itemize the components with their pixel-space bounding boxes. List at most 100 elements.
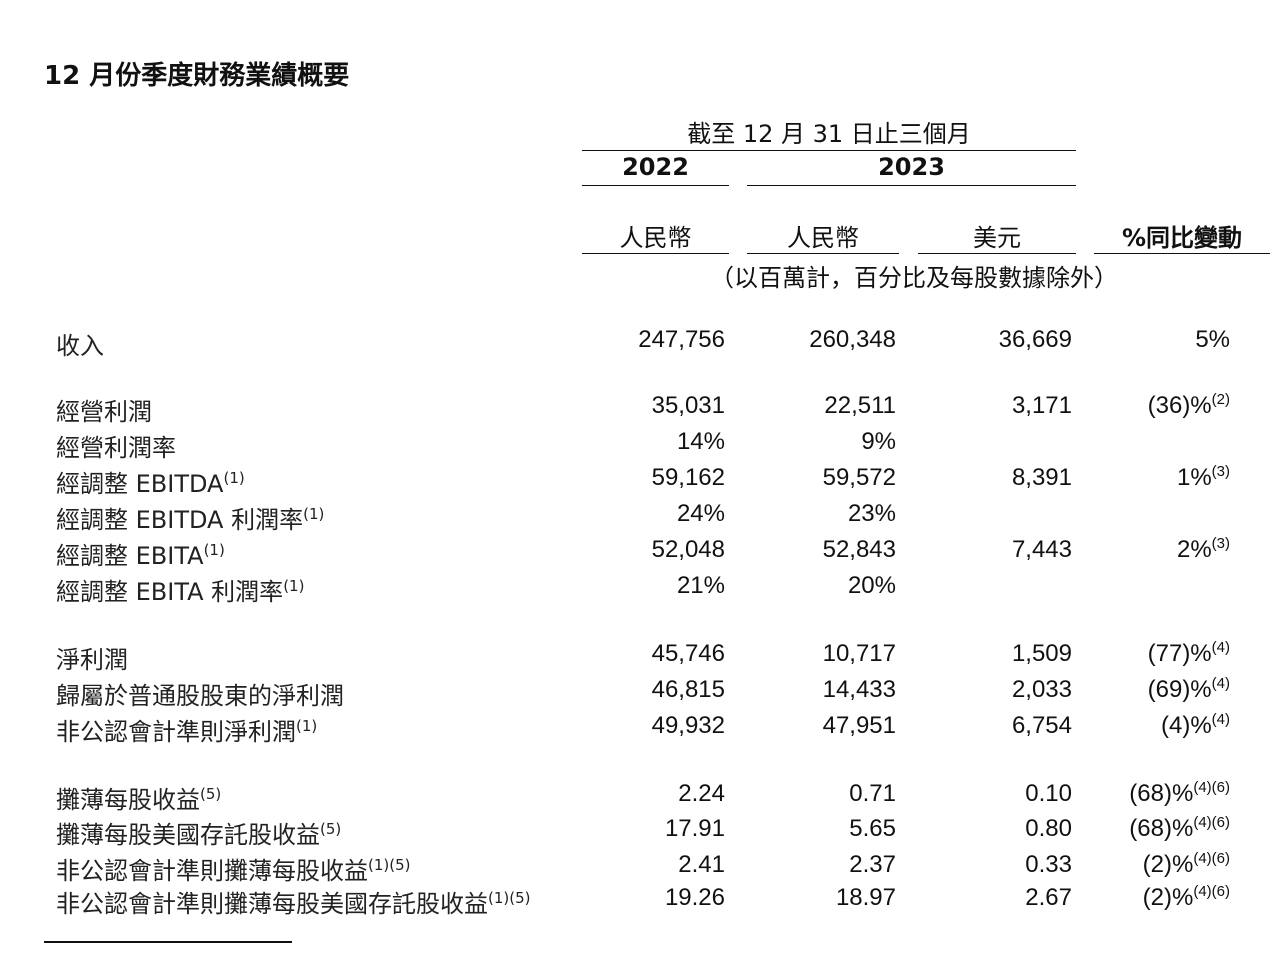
value-2023-rmb: 14,433 xyxy=(823,676,896,704)
table-row: 經調整 EBITA(1) 52,048 52,843 7,443 2%(3) xyxy=(0,536,1280,570)
footnote-marker: (1) xyxy=(223,469,245,487)
table-row: 經調整 EBITA 利潤率(1) 21% 20% xyxy=(0,572,1280,606)
value-2023-rmb-text: 5.65 xyxy=(849,815,896,842)
value-2023-usd: 7,443 xyxy=(1012,536,1072,564)
value-2022-rmb-text: 49,932 xyxy=(651,712,725,739)
value-2023-rmb: 5.65 xyxy=(849,815,896,843)
table-row: 攤薄每股美國存託股收益(5) 17.91 5.65 0.80 (68)%(4)(6) xyxy=(0,815,1280,849)
value-yoy-change-text: (68)% xyxy=(1129,780,1194,807)
value-2023-rmb: 2.37 xyxy=(849,851,896,879)
value-2023-rmb: 18.97 xyxy=(836,884,896,912)
value-yoy-change-text: (77)% xyxy=(1147,640,1212,667)
table-row: 收入 247,756 260,348 36,669 5% xyxy=(0,326,1280,360)
value-2023-rmb-text: 59,572 xyxy=(822,464,896,491)
row-label-text: 經調整 EBITA xyxy=(56,542,204,570)
value-2023-rmb: 0.71 xyxy=(849,780,896,808)
footnote-separator xyxy=(44,941,292,943)
currency-rmb-2023-rule xyxy=(747,253,899,254)
currency-rmb-2023-header: 人民幣 xyxy=(787,224,859,252)
value-2022-rmb-text: 19.26 xyxy=(664,884,725,911)
value-2023-rmb-text: 14,433 xyxy=(822,676,896,703)
value-2022-rmb: 14% xyxy=(677,428,725,456)
row-label: 攤薄每股美國存託股收益(5) xyxy=(56,815,341,850)
value-2023-usd-text: 1,509 xyxy=(1011,640,1072,667)
yoy-change-rule xyxy=(1094,253,1270,254)
row-label-text: 經調整 EBITA 利潤率 xyxy=(56,578,284,606)
value-2023-rmb: 23% xyxy=(848,500,896,528)
value-2023-usd: 2.67 xyxy=(1025,884,1072,912)
footnote-marker: (4)(6) xyxy=(1193,779,1230,796)
value-2022-rmb-text: 17.91 xyxy=(664,815,725,842)
value-yoy-change: (2)%(4)(6) xyxy=(1143,884,1230,912)
value-2023-rmb-text: 18.97 xyxy=(835,884,896,911)
footnote-marker: (1) xyxy=(203,541,225,559)
row-label: 經調整 EBITDA(1) xyxy=(56,464,245,499)
value-2022-rmb-text: 14% xyxy=(676,428,725,455)
value-yoy-change-text: (4)% xyxy=(1160,712,1212,739)
value-2023-rmb: 59,572 xyxy=(823,464,896,492)
row-label: 非公認會計準則淨利潤(1) xyxy=(56,712,317,747)
row-label: 攤薄每股收益(5) xyxy=(56,780,221,815)
value-2023-usd: 0.80 xyxy=(1025,815,1072,843)
value-2023-usd: 0.10 xyxy=(1025,780,1072,808)
value-yoy-change-text: 2% xyxy=(1176,536,1212,563)
value-2023-usd-text: 7,443 xyxy=(1011,536,1072,563)
footnote-marker: (1) xyxy=(283,577,305,595)
value-2022-rmb-text: 59,162 xyxy=(651,464,725,491)
value-2023-usd: 6,754 xyxy=(1012,712,1072,740)
footnote-marker: (1)(5) xyxy=(368,856,411,874)
value-2023-rmb-text: 23% xyxy=(847,500,896,527)
row-label-text: 經調整 EBITDA xyxy=(56,470,224,498)
row-label: 經調整 EBITA 利潤率(1) xyxy=(56,572,304,607)
value-yoy-change-text: (68)% xyxy=(1129,815,1194,842)
value-yoy-change: (68)%(4)(6) xyxy=(1129,815,1230,843)
value-yoy-change-text: (36)% xyxy=(1147,392,1212,419)
footnote-marker: (5) xyxy=(200,785,222,803)
row-label: 非公認會計準則攤薄每股收益(1)(5) xyxy=(56,851,411,886)
value-2023-rmb-text: 9% xyxy=(861,428,896,455)
row-label-text: 非公認會計準則攤薄每股美國存託股收益 xyxy=(56,890,488,918)
value-2022-rmb-text: 52,048 xyxy=(651,536,725,563)
value-yoy-change: 2%(3) xyxy=(1177,536,1230,564)
row-label: 經營利潤率 xyxy=(56,428,176,463)
table-row: 經調整 EBITDA 利潤率(1) 24% 23% xyxy=(0,500,1280,534)
value-2022-rmb: 17.91 xyxy=(665,815,725,843)
value-yoy-change: (77)%(4) xyxy=(1148,640,1230,668)
row-label-text: 攤薄每股美國存託股收益 xyxy=(56,821,320,849)
value-2022-rmb: 247,756 xyxy=(638,326,725,354)
footnote-marker: (3) xyxy=(1211,535,1230,552)
value-2023-usd-text: 36,669 xyxy=(998,326,1072,353)
footnote-marker: (4) xyxy=(1211,711,1230,728)
value-2022-rmb-text: 24% xyxy=(676,500,725,527)
row-label: 經調整 EBITA(1) xyxy=(56,536,225,571)
value-2022-rmb-text: 2.41 xyxy=(678,851,725,878)
row-label-text: 淨利潤 xyxy=(56,646,128,674)
value-2023-rmb-text: 2.37 xyxy=(849,851,896,878)
row-label-text: 歸屬於普通股股東的淨利潤 xyxy=(56,682,344,710)
row-label-text: 攤薄每股收益 xyxy=(56,786,200,814)
value-2023-rmb: 22,511 xyxy=(824,392,896,420)
value-yoy-change: (36)%(2) xyxy=(1148,392,1230,420)
table-row: 淨利潤 45,746 10,717 1,509 (77)%(4) xyxy=(0,640,1280,674)
row-label-text: 經營利潤 xyxy=(56,398,152,426)
period-header: 截至 12 月 31 日止三個月 xyxy=(687,120,971,148)
footnote-marker: (4)(6) xyxy=(1193,814,1230,831)
value-2022-rmb: 2.24 xyxy=(678,780,725,808)
page-title: 12 月份季度財務業績概要 xyxy=(44,61,350,91)
value-2023-usd: 2,033 xyxy=(1012,676,1072,704)
currency-rmb-2022-header: 人民幣 xyxy=(619,224,692,252)
value-2023-usd-text: 2,033 xyxy=(1011,676,1072,703)
value-2022-rmb: 21% xyxy=(677,572,725,600)
value-yoy-change: (2)%(4)(6) xyxy=(1143,851,1230,879)
value-2022-rmb: 52,048 xyxy=(652,536,725,564)
value-2023-rmb-text: 22,511 xyxy=(824,392,896,419)
value-yoy-change: (68)%(4)(6) xyxy=(1129,780,1230,808)
value-2022-rmb-text: 247,756 xyxy=(638,326,725,353)
row-label: 淨利潤 xyxy=(56,640,128,675)
footnote-marker: (1)(5) xyxy=(488,889,531,907)
year-2022-header: 2022 xyxy=(622,153,689,181)
value-2023-rmb: 20% xyxy=(848,572,896,600)
footnote-marker: (1) xyxy=(303,505,325,523)
value-2022-rmb: 19.26 xyxy=(665,884,725,912)
value-2023-rmb-text: 47,951 xyxy=(822,712,896,739)
